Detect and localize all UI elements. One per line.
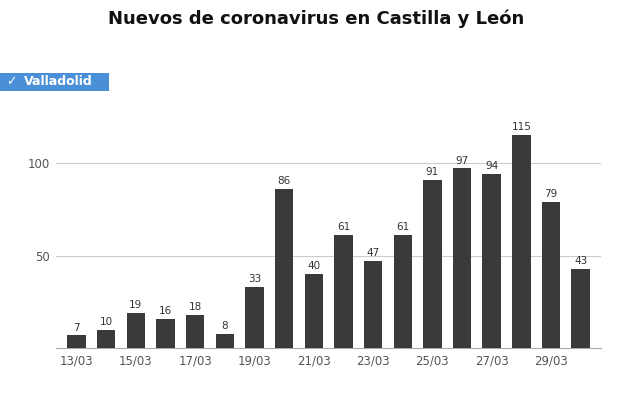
Bar bbox=[364, 261, 383, 348]
Text: 19: 19 bbox=[129, 301, 143, 310]
Text: 10: 10 bbox=[100, 317, 113, 327]
Text: 94: 94 bbox=[485, 161, 498, 171]
Bar bbox=[304, 274, 323, 348]
Text: Nuevos de coronavirus en Castilla y León: Nuevos de coronavirus en Castilla y León bbox=[108, 10, 525, 29]
Bar bbox=[275, 189, 293, 348]
Text: 79: 79 bbox=[544, 189, 557, 199]
Bar bbox=[512, 135, 531, 348]
Bar bbox=[334, 235, 353, 348]
Text: 86: 86 bbox=[278, 176, 291, 186]
Bar bbox=[216, 333, 234, 348]
Text: 61: 61 bbox=[337, 223, 350, 232]
Bar bbox=[156, 319, 175, 348]
Text: 115: 115 bbox=[512, 122, 531, 132]
Text: 33: 33 bbox=[248, 274, 261, 284]
Bar bbox=[186, 315, 205, 348]
Text: Palencia: Palencia bbox=[13, 3, 68, 15]
Bar bbox=[394, 235, 412, 348]
Text: ✓: ✓ bbox=[6, 75, 17, 88]
Bar bbox=[482, 174, 501, 348]
Text: Segovia: Segovia bbox=[13, 39, 66, 52]
Text: Valladolid: Valladolid bbox=[24, 75, 92, 88]
Bar bbox=[97, 330, 115, 348]
Text: 7: 7 bbox=[73, 323, 80, 333]
Bar bbox=[68, 335, 86, 348]
Text: 47: 47 bbox=[366, 248, 379, 259]
Text: 40: 40 bbox=[308, 261, 321, 271]
Text: Soria: Soria bbox=[13, 57, 47, 70]
Bar bbox=[542, 202, 560, 348]
Text: 43: 43 bbox=[574, 256, 587, 266]
Text: Zamora: Zamora bbox=[13, 93, 65, 106]
Text: 61: 61 bbox=[396, 223, 409, 232]
Text: Salamanca: Salamanca bbox=[13, 21, 86, 34]
Bar bbox=[126, 313, 145, 348]
Bar bbox=[0, 72, 108, 91]
Text: 8: 8 bbox=[221, 321, 228, 331]
Text: 16: 16 bbox=[159, 306, 172, 316]
Bar bbox=[572, 268, 590, 348]
Bar bbox=[423, 179, 441, 348]
Text: 97: 97 bbox=[456, 156, 469, 166]
Text: 91: 91 bbox=[426, 167, 439, 177]
Bar bbox=[246, 287, 264, 348]
Bar bbox=[453, 168, 471, 348]
Text: 18: 18 bbox=[188, 302, 202, 312]
